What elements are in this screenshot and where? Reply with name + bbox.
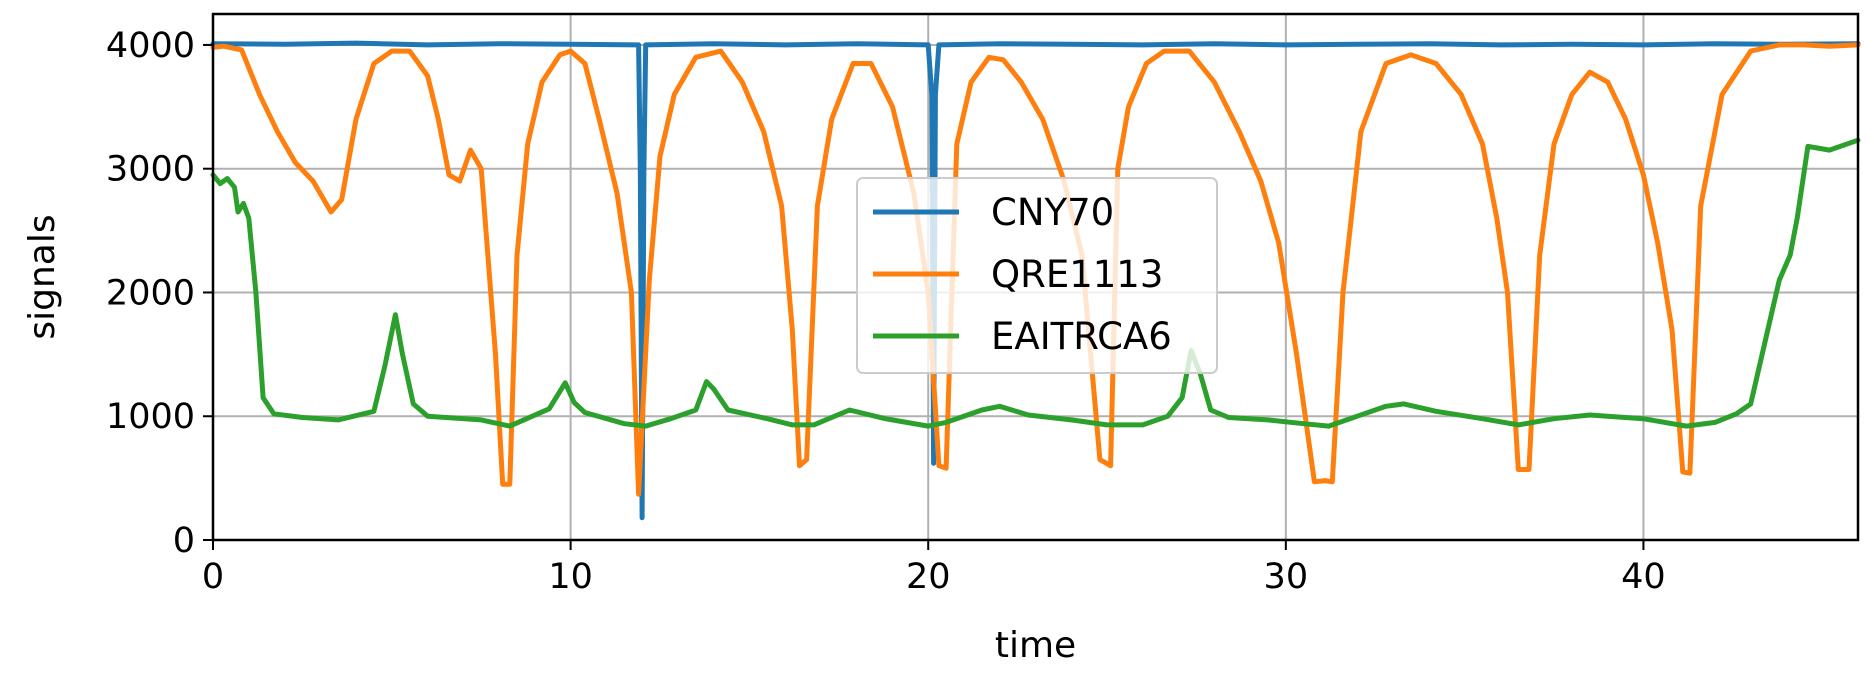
legend: CNY70 QRE1113 EAITRCA6 bbox=[856, 177, 1218, 374]
legend-label: CNY70 bbox=[991, 191, 1114, 234]
x-axis-label: time bbox=[995, 625, 1076, 666]
series-line-eaitrca6 bbox=[210, 137, 1861, 429]
x-tick-label: 40 bbox=[1621, 557, 1666, 597]
y-tick-label: 3000 bbox=[106, 150, 195, 190]
x-tick-label: 20 bbox=[906, 557, 951, 597]
y-axis-label: signals bbox=[22, 214, 63, 339]
x-tick-label: 0 bbox=[202, 557, 224, 597]
y-tick-label: 0 bbox=[173, 521, 195, 561]
plot-frame bbox=[211, 12, 1860, 542]
axis-ticks: 0 10 20 30 40 0 1000 2000 3000 4000 bbox=[106, 26, 1666, 597]
legend-label: EAITRCA6 bbox=[991, 315, 1172, 358]
legend-label: QRE1113 bbox=[991, 253, 1163, 296]
legend-box bbox=[856, 177, 1218, 374]
x-tick-label: 30 bbox=[1264, 557, 1309, 597]
y-tick-label: 2000 bbox=[106, 273, 195, 313]
y-tick-label: 1000 bbox=[106, 397, 195, 437]
x-tick-label: 10 bbox=[548, 557, 593, 597]
y-tick-label: 4000 bbox=[106, 26, 195, 66]
